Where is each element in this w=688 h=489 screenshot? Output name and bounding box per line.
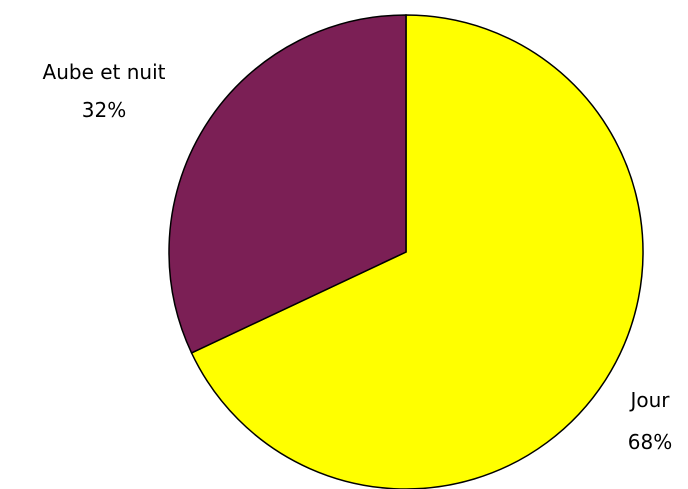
pie-slice-aube-et-nuit (168, 14, 407, 354)
value-label-aube-et-nuit: 32% (82, 98, 126, 122)
pie-slice-jour (190, 14, 644, 489)
label-aube-et-nuit: Aube et nuit (43, 60, 166, 84)
label-jour: Jour (628, 388, 670, 412)
pie-slices (168, 14, 644, 489)
value-label-jour: 68% (628, 430, 672, 454)
